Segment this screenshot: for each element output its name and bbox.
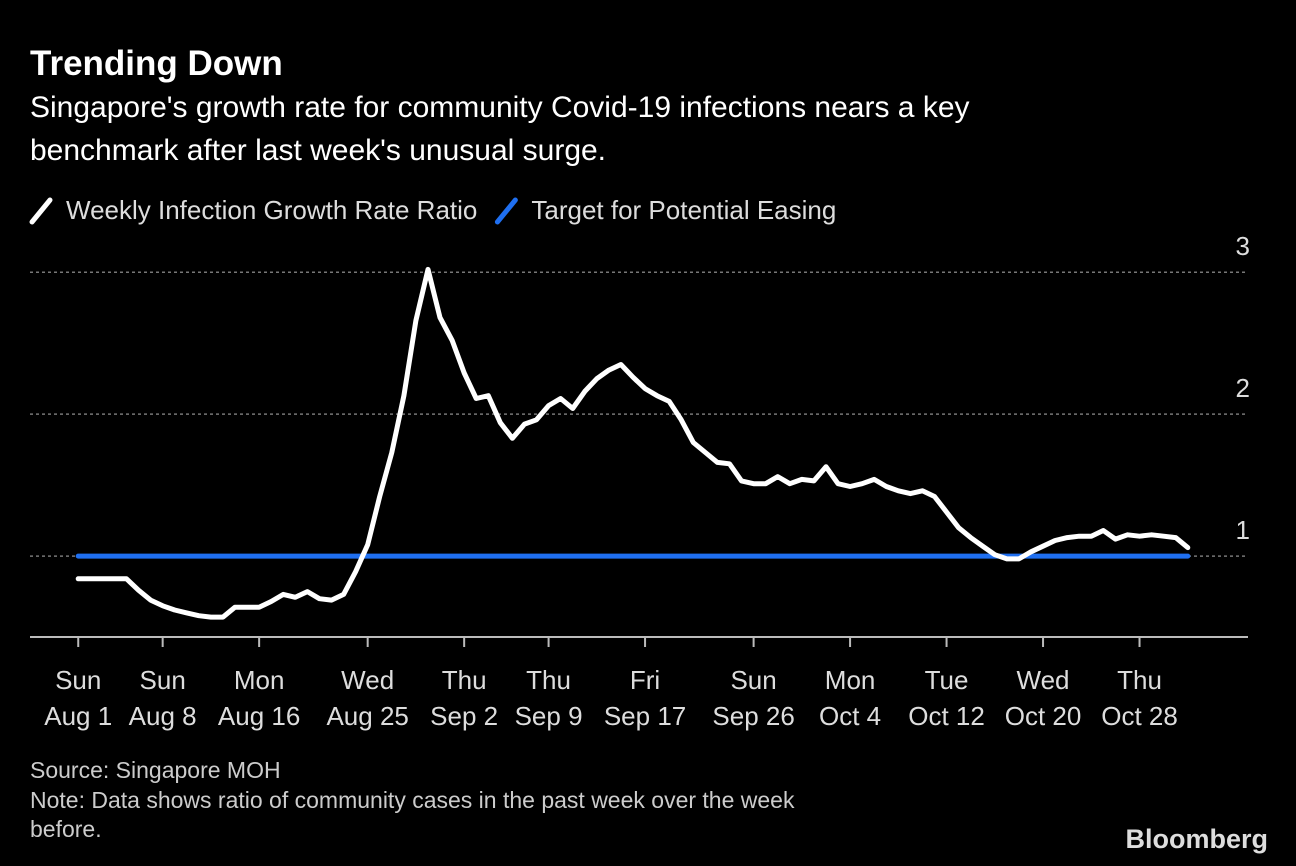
x-tick-label: Mon bbox=[825, 665, 876, 695]
x-tick-label: Wed bbox=[1017, 665, 1070, 695]
x-tick-label: Mon bbox=[234, 665, 285, 695]
x-tick-label: Thu bbox=[526, 665, 571, 695]
x-tick-label: Aug 25 bbox=[326, 701, 408, 731]
note: before. bbox=[30, 816, 102, 842]
x-tick-label: Aug 1 bbox=[44, 701, 112, 731]
y-tick-label: 1 bbox=[1236, 515, 1250, 545]
chart-subtitle: benchmark after last week's unusual surg… bbox=[30, 134, 606, 167]
x-tick-label: Oct 28 bbox=[1101, 701, 1178, 731]
x-tick-label: Aug 16 bbox=[218, 701, 300, 731]
chart-subtitle: Singapore's growth rate for community Co… bbox=[30, 91, 970, 124]
source: Source: Singapore MOH bbox=[30, 757, 281, 783]
legend-label: Target for Potential Easing bbox=[531, 195, 836, 225]
x-tick-label: Aug 8 bbox=[129, 701, 197, 731]
x-tick-label: Sun bbox=[140, 665, 186, 695]
x-tick-label: Sep 17 bbox=[604, 701, 686, 731]
x-tick-label: Sun bbox=[55, 665, 101, 695]
x-tick-label: Sep 26 bbox=[712, 701, 794, 731]
y-tick-label: 2 bbox=[1236, 373, 1250, 403]
legend-label: Weekly Infection Growth Rate Ratio bbox=[66, 195, 477, 225]
x-tick-label: Oct 4 bbox=[819, 701, 881, 731]
chart-title: Trending Down bbox=[30, 44, 283, 83]
x-tick-label: Oct 12 bbox=[908, 701, 985, 731]
x-tick-label: Oct 20 bbox=[1005, 701, 1082, 731]
x-tick-label: Sep 2 bbox=[430, 701, 498, 731]
x-tick-label: Thu bbox=[442, 665, 487, 695]
x-tick-label: Tue bbox=[925, 665, 969, 695]
x-tick-label: Fri bbox=[630, 665, 660, 695]
note: Note: Data shows ratio of community case… bbox=[30, 787, 795, 813]
y-tick-label: 3 bbox=[1236, 231, 1250, 261]
legend-swatch bbox=[494, 197, 518, 225]
x-tick-label: Thu bbox=[1117, 665, 1162, 695]
brand-logo: Bloomberg bbox=[1125, 824, 1268, 854]
x-tick-label: Wed bbox=[341, 665, 394, 695]
legend-swatch bbox=[29, 197, 53, 225]
x-tick-label: Sun bbox=[730, 665, 776, 695]
x-tick-label: Sep 9 bbox=[515, 701, 583, 731]
data-line bbox=[75, 266, 1191, 620]
